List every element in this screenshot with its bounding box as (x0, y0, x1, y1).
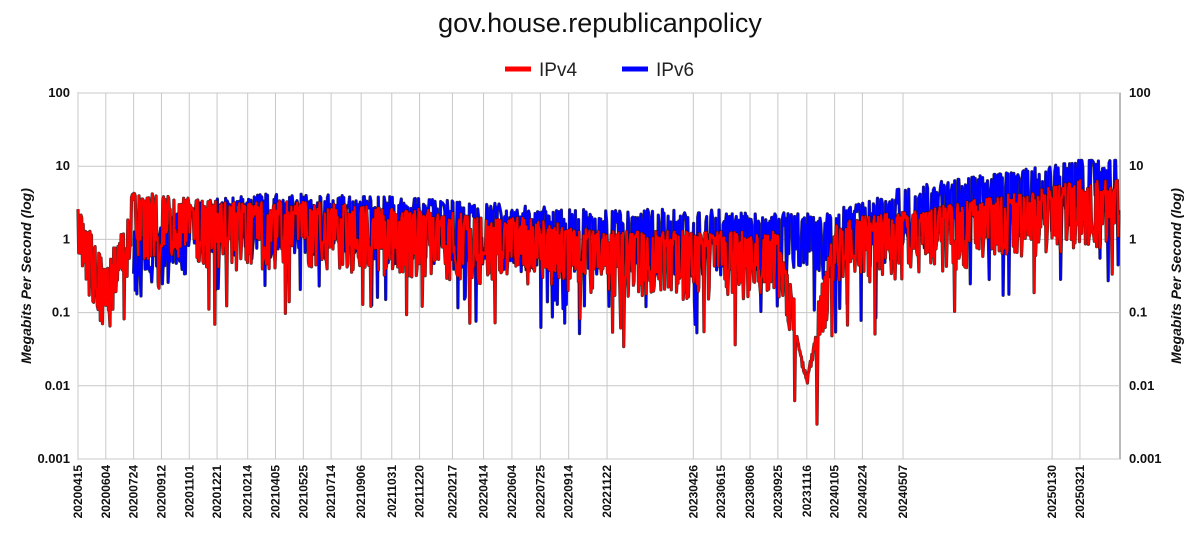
x-tick-label: 20220604 (505, 465, 519, 519)
x-tick-label: 20250321 (1073, 465, 1087, 519)
x-tick-label: 20231116 (800, 465, 814, 517)
chart-title: gov.house.republicanpolicy (438, 8, 762, 38)
legend-label-ipv4: IPv4 (539, 60, 577, 81)
x-tick-label: 20200912 (154, 465, 168, 519)
x-tick-label: 20200604 (99, 465, 113, 519)
y-tick-label-left: 1 (63, 231, 70, 246)
legend-item-ipv6: IPv6 (622, 60, 694, 81)
y-tick-label-right: 0.01 (1129, 378, 1154, 393)
y-axis-label-left: Megabits Per Second (log) (18, 188, 34, 364)
x-tick-label: 20250130 (1045, 465, 1059, 519)
x-tick-label: 20230426 (686, 465, 700, 519)
y-axis-right: 100 10 1 0.1 0.01 0.001 (1129, 85, 1162, 466)
y-tick-label-left: 0.001 (37, 451, 70, 466)
x-tick-label: 20221122 (600, 465, 614, 518)
x-tick-label: 20200724 (127, 465, 141, 519)
y-tick-label-left: 0.01 (45, 378, 70, 393)
y-tick-label-right: 0.001 (1129, 451, 1162, 466)
x-tick-label: 20201221 (210, 465, 224, 519)
x-tick-label: 20201101 (182, 465, 196, 518)
x-tick-label: 20230925 (771, 465, 785, 519)
x-tick-label: 20210214 (241, 465, 255, 519)
x-tick-label: 20220217 (445, 465, 459, 519)
y-axis-left: 100 10 1 0.1 0.01 0.001 (37, 85, 70, 466)
x-tick-label: 20220414 (477, 465, 491, 519)
y-tick-label-right: 10 (1129, 158, 1143, 173)
y-tick-label-left: 0.1 (52, 305, 70, 320)
x-tick-label: 20200415 (71, 465, 85, 519)
x-tick-label: 20211220 (413, 465, 427, 518)
y-tick-label-right: 100 (1129, 85, 1151, 100)
x-tick-label: 20211031 (385, 465, 399, 518)
x-tick-label: 20210906 (354, 465, 368, 519)
series-line-ipv4 (76, 179, 1120, 426)
legend-item-ipv4: IPv4 (505, 60, 577, 81)
x-tick-label: 20210405 (268, 465, 282, 519)
legend: IPv4 IPv6 (505, 60, 694, 81)
y-tick-label-left: 10 (56, 158, 70, 173)
x-tick-label: 20220914 (562, 465, 576, 519)
y-tick-label-right: 1 (1129, 231, 1136, 246)
y-axis-label-right: Megabits Per Second (log) (1168, 188, 1184, 364)
x-tick-label: 20230806 (743, 465, 757, 519)
y-tick-label-left: 100 (48, 85, 70, 100)
y-tick-label-right: 0.1 (1129, 305, 1147, 320)
x-tick-label: 20240105 (828, 465, 842, 519)
x-tick-label: 20210525 (296, 465, 310, 519)
series (76, 158, 1121, 426)
x-tick-label: 20230615 (714, 465, 728, 519)
x-tick-label: 20220725 (533, 465, 547, 519)
x-tick-label: 20240224 (855, 465, 869, 519)
x-tick-label: 20210714 (324, 465, 338, 519)
plot-area (77, 92, 1121, 460)
legend-label-ipv6: IPv6 (656, 60, 694, 81)
x-axis: 20200415 20200604 20200724 20200912 20201101… (71, 465, 1087, 519)
x-tick-label: 20240507 (896, 465, 910, 519)
